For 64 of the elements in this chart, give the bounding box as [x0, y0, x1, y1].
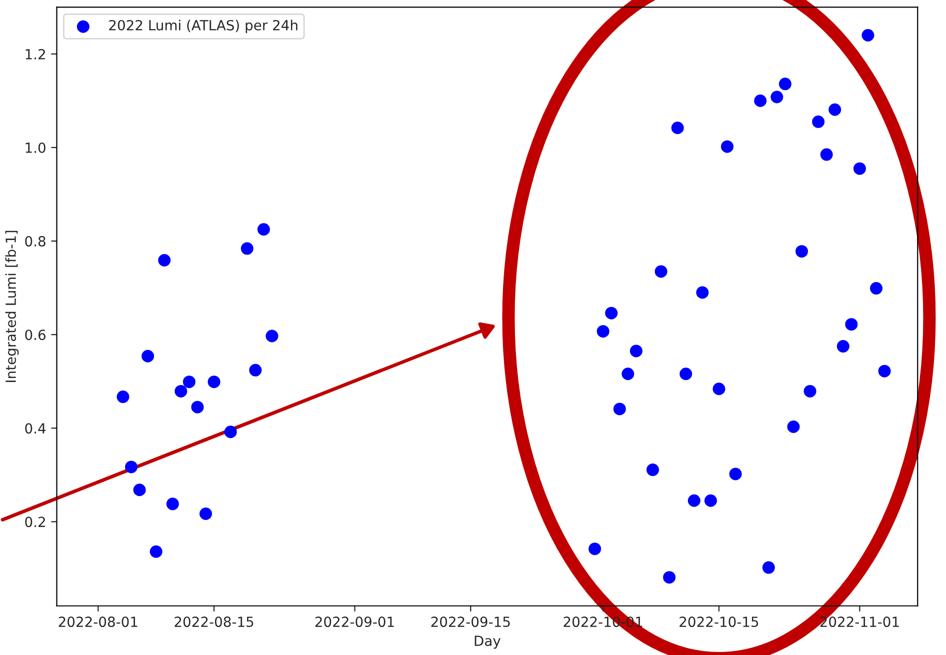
point [266, 330, 278, 342]
y-tick-label: 1.2 [26, 48, 45, 60]
point [696, 286, 709, 299]
point [142, 350, 154, 362]
point [646, 464, 659, 476]
x-tick-label: 2022-08-15 [174, 616, 254, 628]
point [208, 376, 220, 388]
y-tick-label: 0.8 [25, 236, 46, 247]
point [688, 494, 700, 507]
legend-label: 2022 Lumi (ATLAS) per 24h [109, 20, 298, 34]
point [671, 122, 684, 134]
x-tick-label: 2022-10-15 [680, 616, 758, 628]
point [878, 364, 891, 378]
point [729, 468, 742, 480]
point [845, 318, 858, 331]
x-axis-title: Day [474, 636, 500, 649]
point [862, 29, 874, 42]
point [158, 254, 171, 266]
point [224, 426, 237, 438]
point [613, 402, 626, 416]
point [125, 460, 138, 474]
point [820, 148, 833, 161]
point [182, 376, 196, 388]
point [712, 382, 726, 396]
point [663, 571, 676, 584]
y-tick-label: 0.6 [25, 330, 46, 340]
y-tick-label: 0.4 [25, 423, 46, 434]
point [240, 242, 254, 255]
point [853, 162, 866, 175]
point [166, 498, 179, 510]
point [804, 384, 816, 398]
point [720, 140, 734, 153]
y-tick-label: 0.2 [25, 516, 45, 528]
x-tick-label: 2022-09-01 [315, 616, 394, 628]
point [812, 116, 825, 128]
point [596, 325, 610, 338]
point [622, 368, 634, 380]
point [630, 344, 642, 358]
point [257, 223, 270, 236]
point [174, 384, 188, 398]
point [588, 542, 602, 556]
point [150, 545, 162, 558]
y-tick-label: 1.0 [26, 142, 46, 153]
point [778, 78, 792, 90]
point [704, 494, 717, 507]
point [870, 282, 882, 295]
point [828, 103, 842, 116]
point [133, 484, 146, 496]
point [116, 390, 130, 404]
point [754, 94, 767, 107]
point [762, 561, 775, 574]
point [770, 90, 784, 104]
point [787, 420, 800, 433]
point [836, 340, 850, 353]
x-tick-label: 2022-09-15 [431, 616, 510, 628]
y-axis-title: Integrated Lumi [fb-1] [5, 230, 19, 382]
point [795, 245, 808, 258]
point [249, 364, 262, 376]
point [191, 400, 204, 414]
point [200, 507, 212, 520]
point [654, 265, 668, 278]
point [605, 306, 618, 320]
x-tick-label: 2022-08-01 [58, 616, 138, 628]
point [680, 368, 692, 380]
